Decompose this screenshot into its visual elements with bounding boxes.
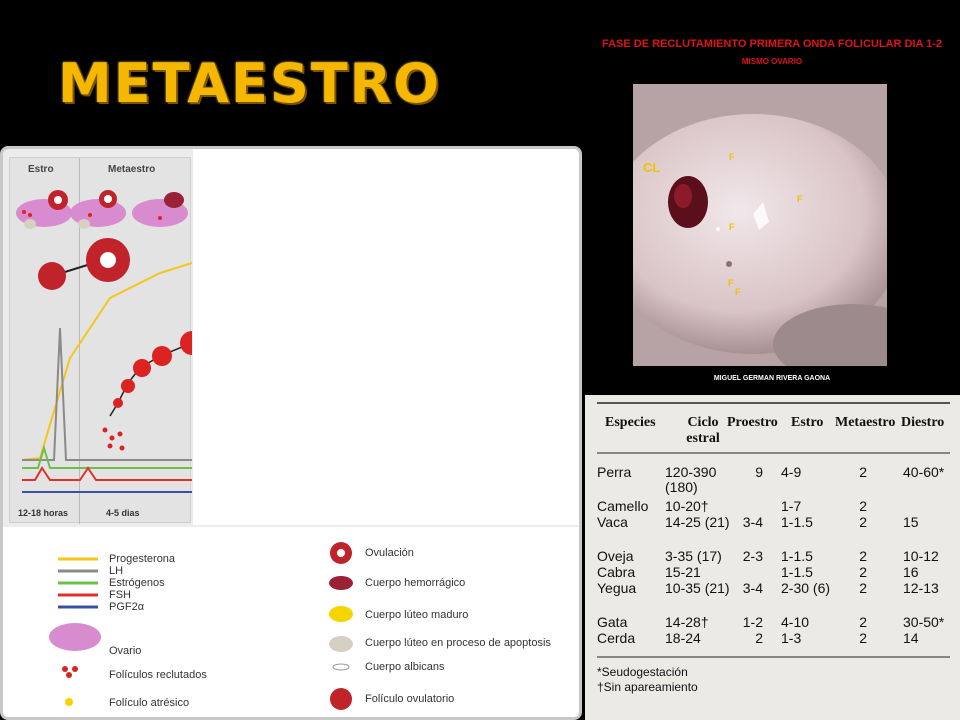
legend-estrogenos: Estrógenos: [109, 577, 165, 589]
progesterone-line: [21, 262, 192, 461]
table-cell: 10-12: [903, 548, 939, 564]
cycle-chart: Estro 12-18 horas Metaestro 4-5 dias: [9, 157, 192, 524]
table-cell: 1-2: [742, 614, 763, 630]
legend-progesterona: Progesterona: [109, 553, 176, 565]
blank-overlay: [193, 149, 579, 525]
legend-foliculos-reclutados: Folículos reclutados: [109, 669, 207, 681]
th-estro: Estro: [791, 415, 824, 430]
table-cell: 16: [903, 564, 919, 580]
table-cell: 30-50*: [903, 614, 945, 630]
f-label-1: F: [729, 152, 735, 162]
legend-foliculo-ovulatorio: Folículo ovulatorio: [365, 693, 455, 705]
table-cell: 15-21: [665, 564, 701, 580]
estrous-cycle-table: Especies Ciclo estral Proestro Estro Met…: [585, 395, 960, 720]
table-cell: 2: [859, 464, 867, 480]
slide-title: METAESTRO: [58, 52, 442, 115]
table-cell: 1-7: [781, 498, 802, 514]
table-cell: 40-60*: [903, 464, 945, 480]
table-cell: 10-20†: [665, 498, 709, 514]
phase-metaestro: Metaestro 4-5 dias: [80, 158, 190, 524]
legend-cuerpo-luteo-apoptosis: Cuerpo lúteo en proceso de apoptosis: [365, 637, 551, 649]
note-sin-apareamiento: †Sin apareamiento: [597, 680, 698, 694]
photo-author: MIGUEL GERMAN RIVERA GAONA: [713, 375, 831, 382]
table-cell: Oveja: [597, 548, 634, 564]
photo-title: FASE DE RECLUTAMIENTO PRIMERA ONDA FOLIC…: [602, 38, 942, 50]
table-cell: Cerda: [597, 630, 636, 646]
table-cell: 2: [859, 614, 867, 630]
photo-subtitle: MISMO OVARIO: [741, 57, 803, 66]
table-cell: 10-35 (21): [665, 580, 730, 596]
cycle-illustration: [16, 190, 192, 493]
table-cell: 2-3: [742, 548, 763, 564]
phase-label-metaestro: Metaestro: [108, 164, 156, 175]
table-cell: 1-3: [781, 630, 802, 646]
th-especies: Especies: [605, 415, 656, 430]
legend-cuerpo-albicans: Cuerpo albicans: [365, 661, 445, 673]
th-proestro: Proestro: [727, 415, 778, 430]
table-cell: 1-1.5: [781, 514, 813, 530]
ovulatory-follicle-icon: [38, 262, 66, 290]
phase-label-estro: Estro: [28, 164, 54, 175]
fsh-line: [22, 466, 192, 481]
table-cell: 2: [859, 630, 867, 646]
table-cell: 3-4: [742, 514, 763, 530]
legend-fsh: FSH: [109, 589, 131, 601]
legend-pgf2a: PGF2α: [109, 601, 145, 613]
legend-foliculo-atresico: Folículo atrésico: [109, 697, 190, 709]
th-diestro: Diestro: [901, 415, 945, 430]
table-cell: 14: [903, 630, 919, 646]
table-cell: Camello: [597, 498, 649, 514]
table-cell: Perra: [597, 464, 632, 480]
table-cell: 9: [755, 464, 763, 480]
table-cell: 2: [859, 514, 867, 530]
table-cell: 3-4: [742, 580, 763, 596]
ovary-legend-icon: [49, 623, 101, 651]
table-cell: 18-24: [665, 630, 701, 646]
f-label-3: F: [729, 222, 735, 232]
th-ciclo-estral: Ciclo estral: [686, 415, 720, 446]
table-cell: 4-9: [781, 464, 802, 480]
duration-estro: 12-18 horas: [18, 508, 69, 518]
table-cell: Gata: [597, 614, 628, 630]
table-cell: 2: [859, 580, 867, 596]
table-cell: 14-28†: [665, 614, 709, 630]
estrogen-line: [22, 444, 192, 469]
table-cell: Cabra: [597, 564, 636, 580]
table-cell: Yegua: [597, 580, 637, 596]
table-cell: 14-25 (21): [665, 514, 730, 530]
legend-cuerpo-hemorragico: Cuerpo hemorrágico: [365, 577, 466, 589]
table-cell: 3-35 (17): [665, 548, 722, 564]
f-label-4: F: [728, 278, 734, 288]
lh-line: [22, 327, 192, 461]
table-cell: 2: [859, 498, 867, 514]
ovary-photo-panel: FASE DE RECLUTAMIENTO PRIMERA ONDA FOLIC…: [585, 2, 959, 392]
table-cell: 1-1.5: [781, 564, 813, 580]
table-cell: 2: [859, 564, 867, 580]
phase-estro: Estro 12-18 horas: [10, 158, 80, 524]
legend-cuerpo-luteo-maduro: Cuerpo lúteo maduro: [365, 609, 469, 621]
table-cell: 2: [755, 630, 763, 646]
legend-ovario: Ovario: [109, 645, 142, 657]
table-cell: 2-30 (6): [781, 580, 831, 596]
legend-ovulacion: Ovulación: [365, 547, 414, 559]
table-cell: 2: [859, 548, 867, 564]
cl-label: CL: [643, 160, 661, 175]
th-metaestro: Metaestro: [835, 415, 896, 430]
table-cell: Vaca: [597, 514, 628, 530]
f-label-2: F: [797, 194, 803, 204]
f-label-5: F: [735, 287, 741, 297]
note-seudogestacion: *Seudogestación: [597, 665, 688, 679]
table-cell: 1-1.5: [781, 548, 813, 564]
estrous-cycle-diagram: Estro 12-18 horas Metaestro 4-5 dias: [0, 146, 582, 720]
legend-lh: LH: [109, 565, 124, 577]
table-cell: 12-13: [903, 580, 939, 596]
table-cell: 120-390 (180): [665, 464, 717, 495]
table-cell: 4-10: [781, 614, 810, 630]
duration-metaestro: 4-5 dias: [106, 508, 140, 518]
ovary-photo: [633, 84, 887, 366]
diagram-legend: Progesterona LH Estrógenos FSH PGF2α Ova…: [3, 527, 579, 717]
table-cell: 15: [903, 514, 919, 530]
